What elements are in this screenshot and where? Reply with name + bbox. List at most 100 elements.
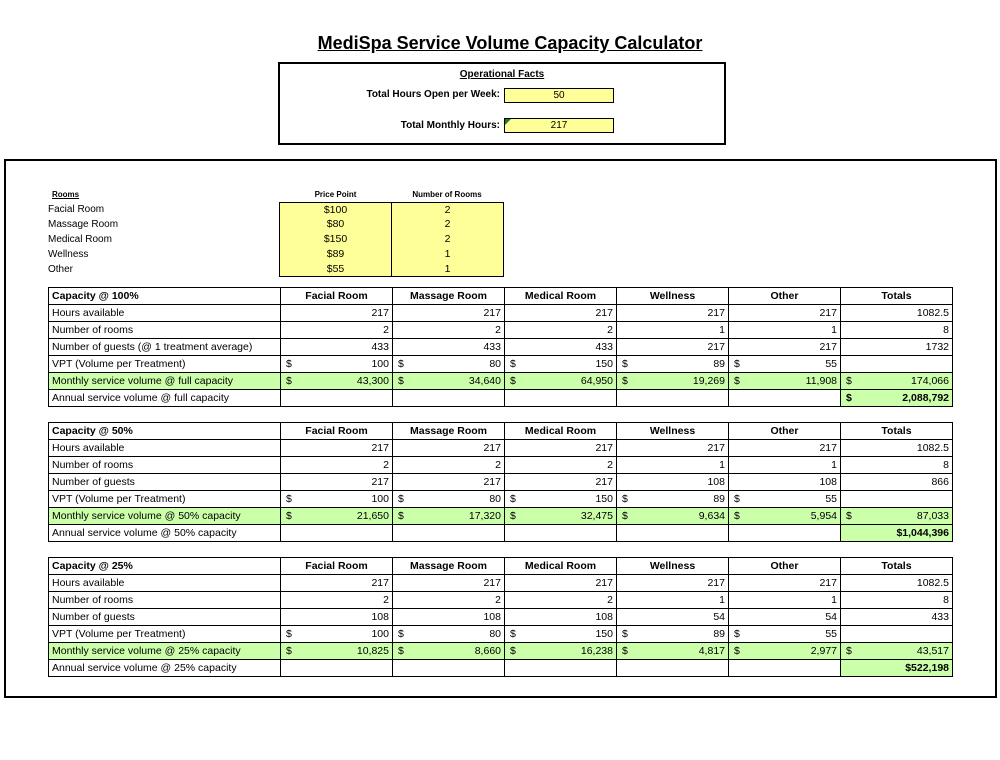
monthly-volume-cell: $4,817 xyxy=(616,642,729,660)
table-cell: 1 xyxy=(728,591,841,609)
cell-value: 150 xyxy=(595,493,613,505)
cell-value: 174,066 xyxy=(911,375,949,387)
column-header: Other xyxy=(728,422,841,440)
price-point-heading: Price Point xyxy=(314,190,357,199)
cell-value: 16,238 xyxy=(580,645,613,657)
currency-symbol: $ xyxy=(734,358,740,370)
row-label: Number of guests xyxy=(48,473,281,491)
number-of-rooms-row: Number of rooms 2 2 2 1 1 8 xyxy=(48,321,953,339)
vpt-cell: $150 xyxy=(504,355,617,373)
vpt-cell: $89 xyxy=(616,355,729,373)
price-point-input[interactable]: $89 xyxy=(279,247,392,262)
room-count-input[interactable]: 2 xyxy=(391,217,504,232)
rooms-heading: Rooms xyxy=(52,190,80,199)
table-cell: 108 xyxy=(280,608,393,626)
table-cell: 433 xyxy=(840,608,953,626)
table-cell: 8 xyxy=(840,321,953,339)
currency-symbol: $ xyxy=(622,628,628,640)
monthly-volume-cell: $5,954 xyxy=(728,507,841,525)
empty-cell xyxy=(392,389,505,407)
empty-cell xyxy=(280,389,393,407)
number-of-rooms-row: Number of rooms 2 2 2 1 1 8 xyxy=(48,456,953,474)
monthly-volume-cell: $9,634 xyxy=(616,507,729,525)
table-cell: 433 xyxy=(280,338,393,356)
price-point-input[interactable]: $150 xyxy=(279,232,392,247)
table-cell: 2 xyxy=(504,456,617,474)
number-of-guests-row: Number of guests 217 217 217 108 108 866 xyxy=(48,473,953,491)
price-point-input[interactable]: $100 xyxy=(279,202,392,217)
table-cell: 217 xyxy=(616,439,729,457)
currency-symbol: $ xyxy=(510,358,516,370)
table-cell: 1082.5 xyxy=(840,439,953,457)
cell-value: 9,634 xyxy=(698,510,725,522)
cell-value: 55 xyxy=(825,358,837,370)
cell-value: 32,475 xyxy=(580,510,613,522)
currency-symbol: $ xyxy=(398,358,404,370)
currency-symbol: $ xyxy=(286,628,292,640)
table-cell: 1 xyxy=(616,321,729,339)
price-point-input[interactable]: $80 xyxy=(279,217,392,232)
cell-value: 64,950 xyxy=(580,375,613,387)
currency-symbol: $ xyxy=(398,493,404,505)
room-count-input[interactable]: 2 xyxy=(391,232,504,247)
room-count-input[interactable]: 1 xyxy=(391,247,504,262)
cell-value: 150 xyxy=(595,358,613,370)
hours-per-week-input[interactable]: 50 xyxy=(504,88,614,103)
cell-value: 80 xyxy=(489,493,501,505)
vpt-cell: $89 xyxy=(616,490,729,508)
table-cell: 108 xyxy=(728,473,841,491)
cell-value: 87,033 xyxy=(916,510,949,522)
empty-cell xyxy=(392,659,505,677)
monthly-hours-cell[interactable]: 217 xyxy=(504,118,614,133)
monthly-volume-cell: $87,033 xyxy=(840,507,953,525)
row-label: Number of guests (@ 1 treatment average) xyxy=(48,338,281,356)
room-name: Medical Room xyxy=(48,234,112,245)
monthly-volume-cell: $43,300 xyxy=(280,372,393,390)
empty-cell xyxy=(840,625,953,643)
cell-value: 8,660 xyxy=(474,645,501,657)
table-cell: 217 xyxy=(728,304,841,322)
number-of-rooms-heading: Number of Rooms xyxy=(412,190,482,199)
vpt-cell: $80 xyxy=(392,625,505,643)
vpt-cell: $55 xyxy=(728,355,841,373)
table-cell: 1082.5 xyxy=(840,304,953,322)
empty-cell xyxy=(280,659,393,677)
cell-value: 100 xyxy=(371,628,389,640)
currency-symbol: $ xyxy=(622,358,628,370)
table-cell: 2 xyxy=(504,321,617,339)
empty-cell xyxy=(728,389,841,407)
vpt-cell: $100 xyxy=(280,355,393,373)
column-header: Medical Room xyxy=(504,422,617,440)
monthly-volume-cell: $19,269 xyxy=(616,372,729,390)
empty-cell xyxy=(728,524,841,542)
room-count-input[interactable]: 2 xyxy=(391,202,504,217)
table-cell: 217 xyxy=(728,439,841,457)
cell-value: 55 xyxy=(825,628,837,640)
table-cell: 217 xyxy=(392,574,505,592)
vpt-cell: $80 xyxy=(392,355,505,373)
vpt-cell: $89 xyxy=(616,625,729,643)
column-header: Totals xyxy=(840,557,953,575)
column-header: Other xyxy=(728,287,841,305)
monthly-volume-cell: $17,320 xyxy=(392,507,505,525)
price-point-input[interactable]: $55 xyxy=(279,262,392,277)
row-label: VPT (Volume per Treatment) xyxy=(48,355,281,373)
table-cell: 108 xyxy=(616,473,729,491)
capacity-table-50: Capacity @ 50% Facial Room Massage Room Med… xyxy=(48,422,953,542)
empty-cell xyxy=(392,524,505,542)
monthly-volume-cell: $2,977 xyxy=(728,642,841,660)
monthly-volume-cell: $21,650 xyxy=(280,507,393,525)
row-label: Number of rooms xyxy=(48,456,281,474)
table-cell: 217 xyxy=(280,574,393,592)
capacity-section xyxy=(4,159,997,698)
row-label: VPT (Volume per Treatment) xyxy=(48,625,281,643)
table-cell: 54 xyxy=(728,608,841,626)
page-title: MediSpa Service Volume Capacity Calculat… xyxy=(317,33,703,53)
operational-facts-box: Operational Facts Total Hours Open per W… xyxy=(278,62,726,145)
cell-value: 2,977 xyxy=(810,645,837,657)
cell-value: 89 xyxy=(713,628,725,640)
room-count-input[interactable]: 1 xyxy=(391,262,504,277)
room-name: Other xyxy=(48,264,74,275)
vpt-cell: $55 xyxy=(728,490,841,508)
table-cell: 217 xyxy=(616,574,729,592)
